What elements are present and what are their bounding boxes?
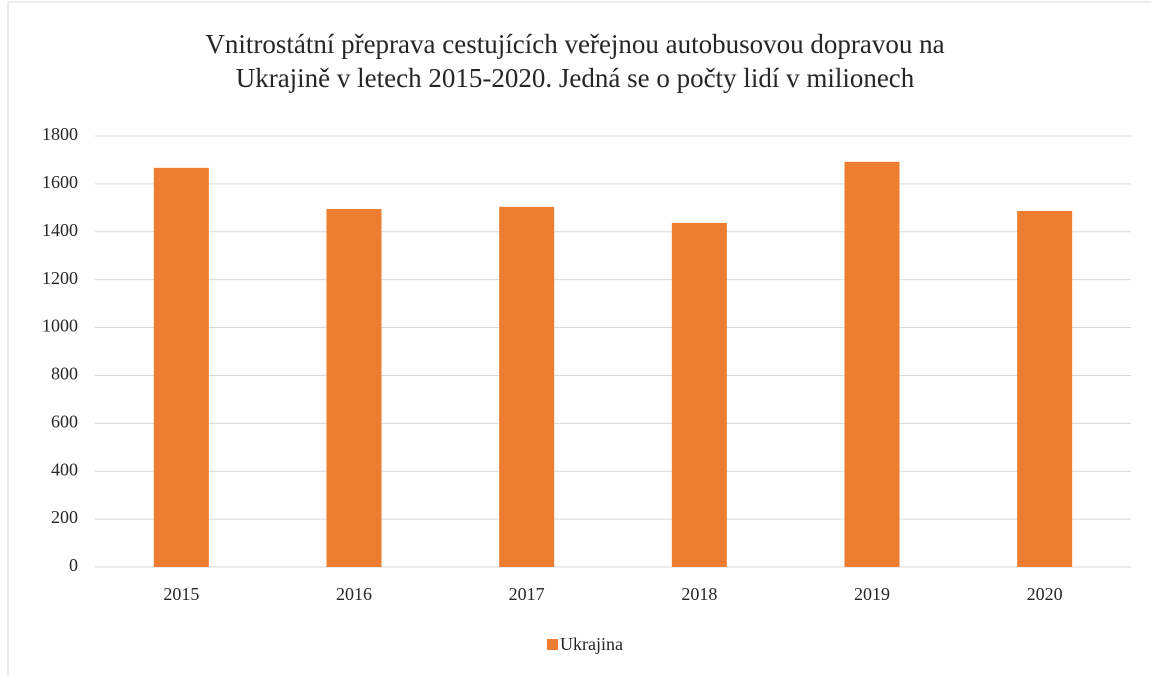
y-tick-label: 600 [51, 411, 78, 431]
y-tick-label: 0 [69, 555, 78, 575]
x-tick-label: 2018 [681, 584, 717, 604]
x-tick-label: 2017 [509, 584, 545, 604]
y-tick-label: 200 [51, 507, 78, 527]
y-tick-label: 400 [51, 459, 78, 479]
y-tick-label: 1600 [42, 172, 78, 192]
bar [844, 161, 900, 568]
chart-title: Ukrajině v letech 2015-2020. Jedná se o … [236, 63, 915, 93]
bar [153, 167, 209, 567]
x-tick-label: 2020 [1027, 584, 1063, 604]
chart-title: Vnitrostátní přeprava cestujících veřejn… [205, 29, 944, 59]
x-tick-label: 2015 [163, 584, 199, 604]
legend-swatch [547, 639, 558, 650]
bar [1017, 210, 1073, 567]
y-tick-label: 1200 [42, 268, 78, 288]
bar [326, 209, 382, 567]
bar [499, 206, 555, 567]
y-tick-label: 1400 [42, 220, 78, 240]
x-tick-label: 2019 [854, 584, 890, 604]
y-tick-label: 1000 [42, 316, 78, 336]
y-tick-label: 1800 [42, 124, 78, 144]
legend-label: Ukrajina [560, 634, 623, 654]
y-tick-label: 800 [51, 364, 78, 384]
x-tick-label: 2016 [336, 584, 372, 604]
bar [671, 222, 727, 567]
